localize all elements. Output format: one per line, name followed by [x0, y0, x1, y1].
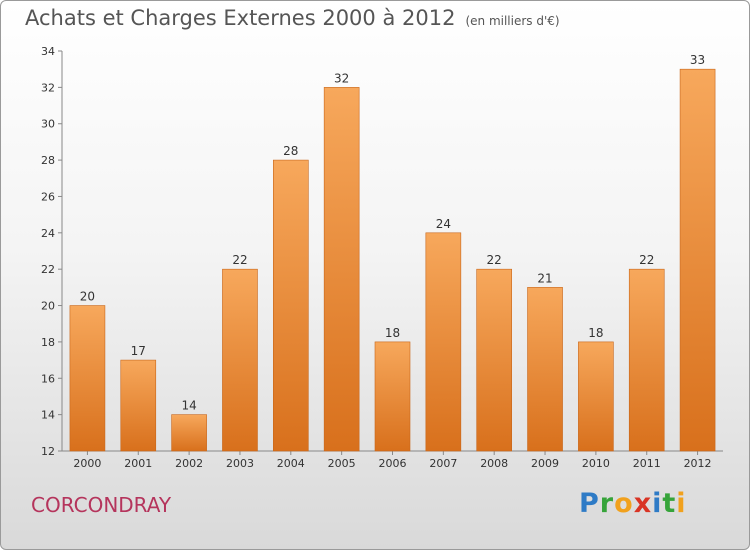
bar-value-label: 20	[80, 290, 95, 304]
x-tick-label: 2012	[684, 457, 712, 470]
bar-value-label: 32	[334, 71, 349, 85]
bar-value-label: 22	[487, 253, 502, 267]
bar-2008	[476, 268, 512, 452]
axes: 12 14 16 18 20 22 24 26 28 30 32 34 2000 2001 2002 2003…	[41, 45, 723, 470]
y-tick-label: 26	[41, 190, 55, 203]
x-tick-label: 2002	[175, 457, 203, 470]
proxiti-logo: Proxiti	[579, 488, 687, 519]
chart-subtitle: (en milliers d'€)	[465, 14, 560, 28]
bar-2009	[527, 287, 563, 452]
x-tick-label: 2006	[379, 457, 407, 470]
bar-value-labels: 20 17 14 22 28 32 18 24 22 21 18 22 33	[80, 53, 705, 412]
logo-letter: r	[599, 488, 615, 519]
bar-value-label: 18	[385, 326, 400, 340]
bar-value-label: 22	[639, 253, 654, 267]
logo-letter: i	[676, 488, 687, 519]
x-tick-label: 2011	[633, 457, 661, 470]
bar-value-label: 18	[588, 326, 603, 340]
bar-2002	[171, 414, 207, 452]
logo-letter: o	[614, 488, 634, 519]
y-tick-label: 28	[41, 154, 55, 167]
x-tick-label: 2000	[73, 457, 101, 470]
y-tick-label: 12	[41, 445, 55, 458]
x-tick-label: 2008	[480, 457, 508, 470]
logo-letter: t	[662, 488, 677, 519]
y-tick-label: 14	[41, 409, 55, 422]
x-tick-label: 2004	[277, 457, 305, 470]
logo-letter: x	[633, 488, 653, 519]
y-tick-label: 20	[41, 300, 55, 313]
bar-value-label: 33	[690, 53, 705, 67]
bar-value-label: 24	[436, 217, 451, 231]
bar-2007	[425, 232, 462, 452]
y-tick-label: 24	[41, 227, 55, 240]
bars	[69, 68, 716, 452]
bar-2005	[323, 87, 360, 452]
x-tick-label: 2007	[429, 457, 457, 470]
y-tick-label: 18	[41, 336, 55, 349]
bar-value-label: 14	[181, 399, 196, 413]
bar-value-label: 21	[537, 271, 552, 285]
y-tick-label: 16	[41, 372, 55, 385]
bar-2001	[120, 359, 157, 452]
x-tick-label: 2005	[328, 457, 356, 470]
x-tick-label: 2010	[582, 457, 610, 470]
bar-2011	[628, 268, 665, 452]
bar-2010	[578, 341, 614, 452]
bar-value-label: 28	[283, 144, 298, 158]
commune-name: CORCONDRAY	[31, 493, 172, 517]
bar-2006	[374, 341, 411, 452]
logo-letter: i	[652, 488, 663, 519]
bar-value-label: 22	[232, 253, 247, 267]
y-tick-label: 32	[41, 81, 55, 94]
y-tick-label: 34	[41, 45, 55, 58]
y-tick-label: 22	[41, 263, 55, 276]
bar-2000	[69, 305, 106, 452]
bar-value-label: 17	[131, 344, 146, 358]
x-tick-label: 2003	[226, 457, 254, 470]
bar-2012	[679, 68, 716, 452]
y-tick-label: 30	[41, 118, 55, 131]
bar-2003	[222, 268, 258, 452]
logo-letter: P	[579, 488, 600, 519]
chart-title: Achats et Charges Externes 2000 à 2012 (e…	[25, 6, 560, 30]
bar-2004	[273, 159, 309, 452]
x-tick-label: 2001	[124, 457, 152, 470]
x-tick-label: 2009	[531, 457, 559, 470]
